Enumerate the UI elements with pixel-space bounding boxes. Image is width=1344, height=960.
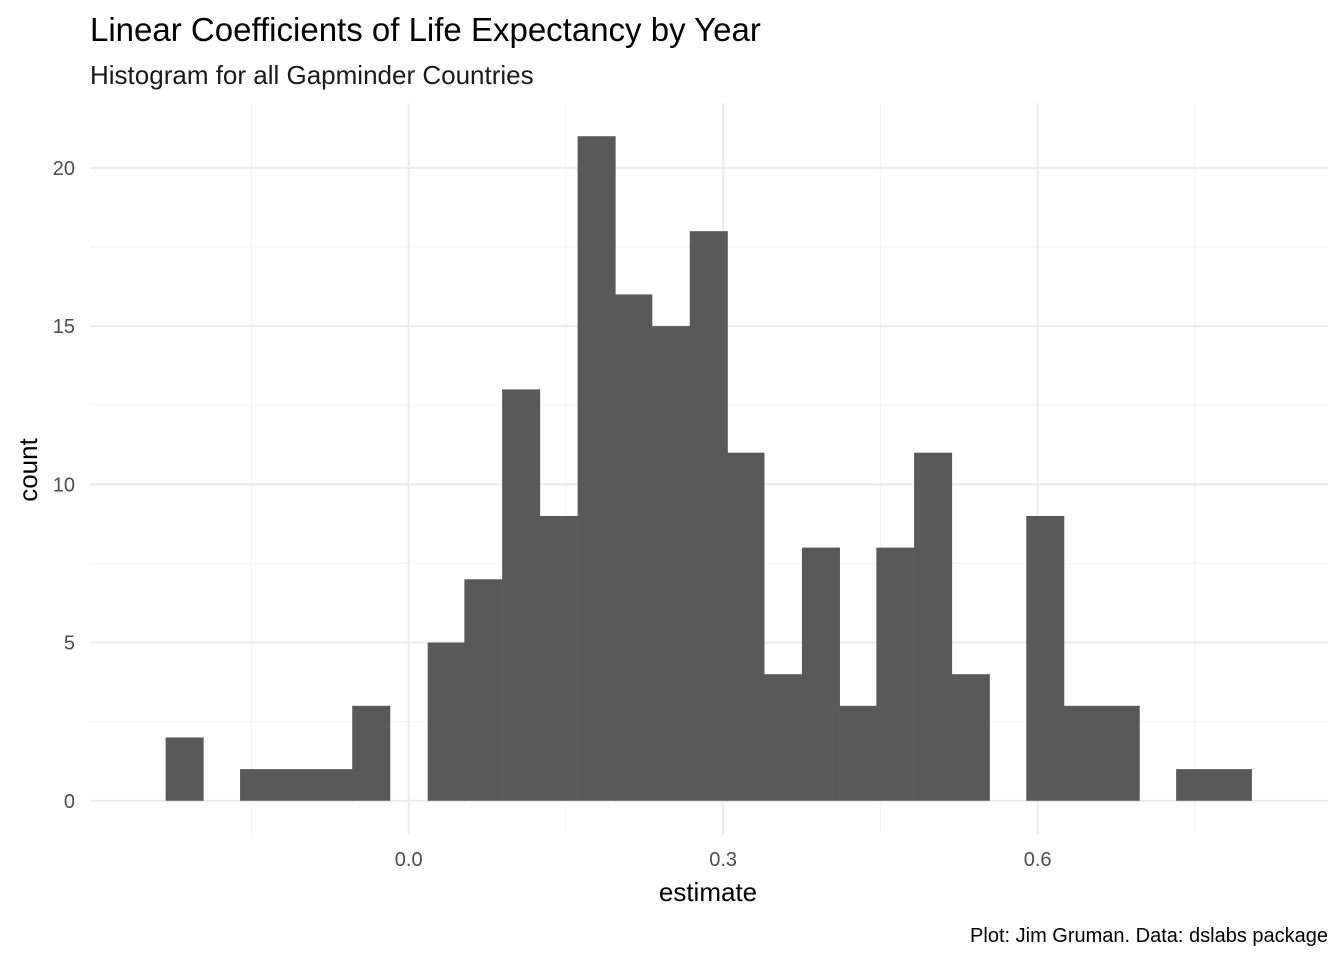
y-axis-title: count <box>13 437 43 501</box>
histogram-bar <box>1101 705 1140 801</box>
chart-title: Linear Coefficients of Life Expectancy b… <box>90 11 761 48</box>
y-tick-label: 5 <box>64 633 75 655</box>
histogram-bar <box>951 674 990 801</box>
histogram-bar <box>240 769 279 801</box>
histogram-bar <box>502 389 541 801</box>
histogram-bar <box>876 547 915 801</box>
histogram-bar <box>801 547 840 801</box>
x-tick-label: 0.3 <box>709 849 737 871</box>
histogram-bar <box>352 705 391 801</box>
x-tick-label: 0.0 <box>395 849 423 871</box>
x-axis-title: estimate <box>659 877 757 907</box>
histogram-bar <box>464 579 503 801</box>
histogram-bar <box>165 737 204 801</box>
histogram-bar <box>614 294 653 801</box>
histogram-bar <box>839 705 878 801</box>
histogram-bar <box>914 452 953 801</box>
histogram-bar <box>1063 705 1103 801</box>
histogram-bar <box>277 769 316 801</box>
y-tick-label: 0 <box>64 791 75 813</box>
histogram-bars <box>165 136 1252 801</box>
chart-subtitle: Histogram for all Gapminder Countries <box>90 60 534 90</box>
chart-caption: Plot: Jim Gruman. Data: dslabs package <box>970 925 1328 947</box>
histogram-bar <box>539 515 578 801</box>
y-tick-label: 10 <box>53 474 75 496</box>
histogram-bar <box>427 642 466 801</box>
x-tick-label: 0.6 <box>1024 849 1052 871</box>
y-tick-label: 15 <box>53 316 75 338</box>
histogram-bar <box>652 326 691 801</box>
histogram-bar <box>577 136 616 801</box>
histogram-bar <box>1176 769 1215 801</box>
histogram-bar <box>764 674 803 801</box>
histogram-bar <box>1213 769 1252 801</box>
y-tick-label: 20 <box>53 158 75 180</box>
tick-labels: 0.0 0.3 0.6 0 5 10 15 20 <box>53 158 1052 871</box>
histogram-bar <box>726 452 765 801</box>
histogram-bar <box>1026 515 1065 801</box>
histogram-bar <box>315 769 354 801</box>
histogram-bar <box>689 231 728 801</box>
